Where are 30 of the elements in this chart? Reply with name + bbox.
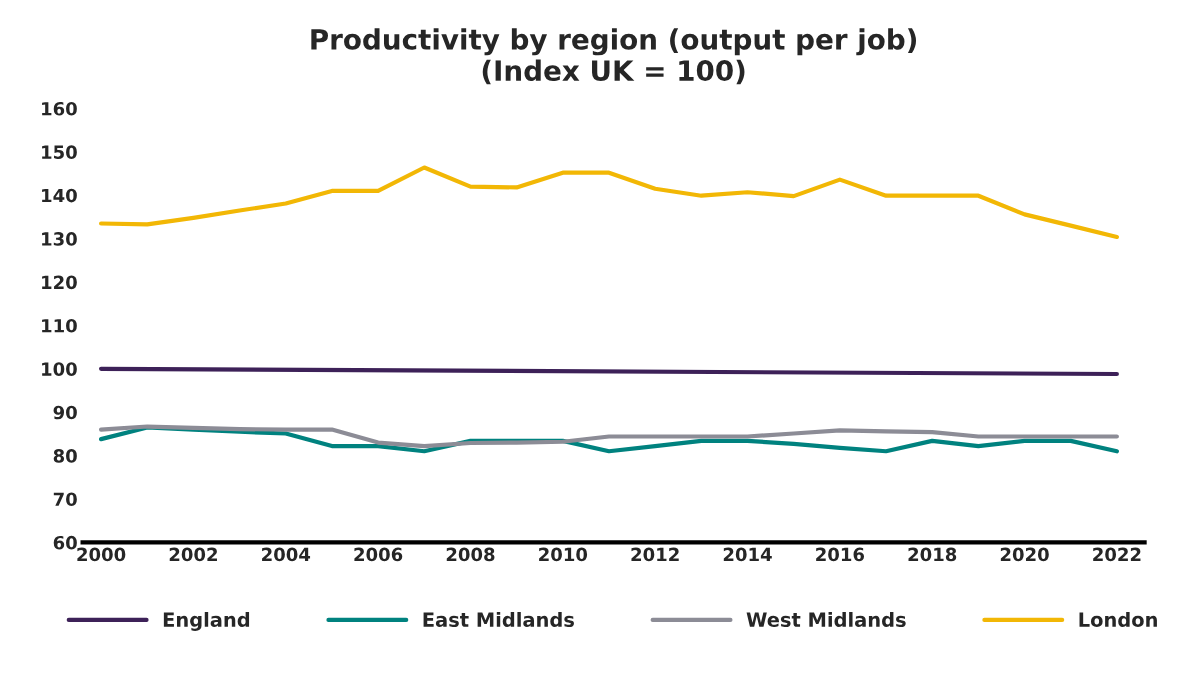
x-tick-label: 2018	[908, 547, 957, 562]
legend-label: London	[1079, 611, 1157, 628]
x-tick-label: 2002	[169, 547, 217, 562]
legend-label: West Midlands	[746, 611, 906, 628]
x-tick-label: 2022	[1093, 547, 1141, 562]
y-tick-label: 80	[53, 449, 77, 463]
legend-label: East Midlands	[423, 611, 574, 628]
y-tick-label: 70	[53, 492, 77, 507]
y-tick-label: 160	[42, 101, 77, 116]
y-tick-label: 120	[42, 275, 77, 290]
line-series	[98, 424, 1119, 449]
x-tick-label: 2004	[262, 547, 311, 562]
y-tick-label: 60	[53, 535, 77, 550]
x-tick-label: 2014	[723, 547, 772, 562]
x-tick-label: 2016	[816, 547, 865, 562]
x-tick-label: 2020	[1000, 547, 1049, 562]
x-tick-label: 2012	[631, 547, 679, 562]
y-tick-label: 130	[42, 232, 77, 246]
line-series	[98, 165, 1119, 240]
y-tick-label: 110	[42, 318, 77, 333]
x-tick-label: 2010	[539, 547, 588, 562]
y-tick-label: 150	[42, 145, 77, 159]
chart-title: Productivity by region (output per job) (Index UK = 100)	[311, 28, 917, 85]
y-tick-label: 90	[53, 405, 77, 420]
x-tick-label: 2000	[77, 547, 126, 562]
x-tick-label: 2008	[446, 547, 495, 562]
y-tick-label: 140	[42, 188, 77, 203]
y-tick-label: 100	[42, 362, 77, 376]
legend-label: England	[163, 611, 250, 631]
x-tick-label: 2006	[354, 547, 403, 562]
